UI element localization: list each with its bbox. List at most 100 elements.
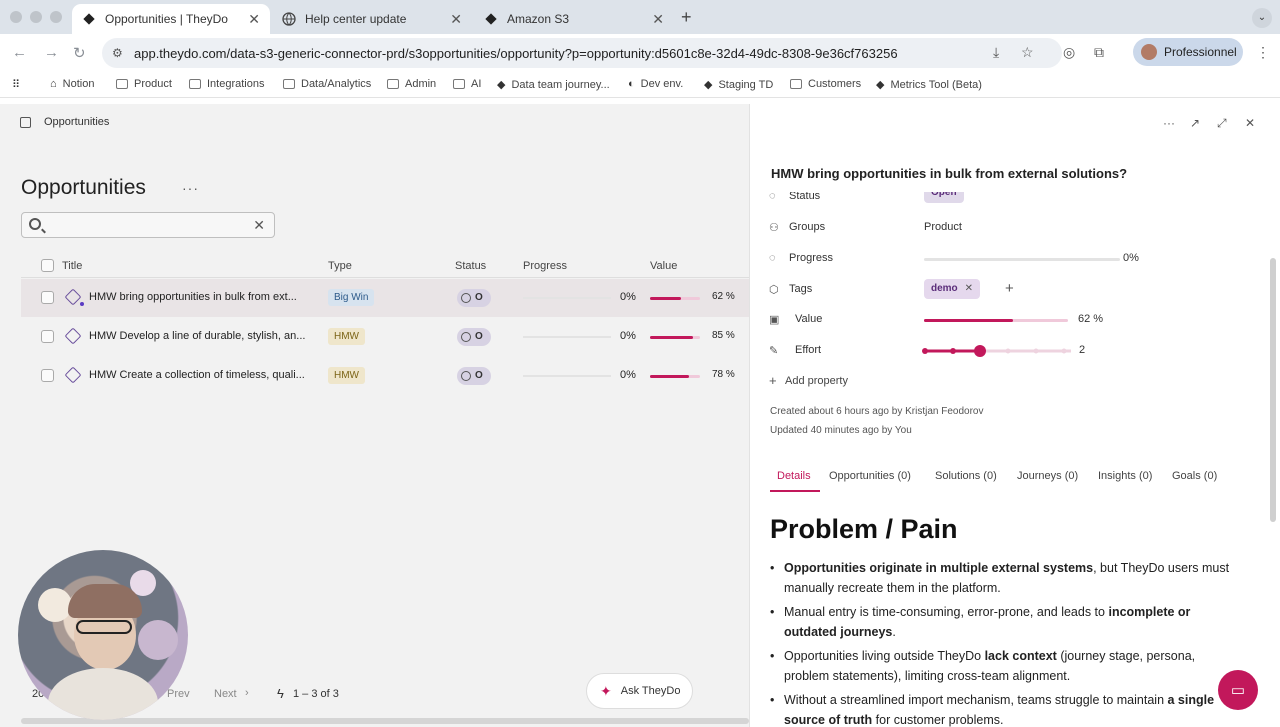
column-value[interactable]: Value (650, 260, 678, 272)
search-input[interactable] (50, 216, 250, 234)
install-app-icon[interactable]: ⤓ (993, 44, 1000, 60)
star-icon[interactable]: ☆ (1021, 44, 1034, 60)
back-arrow-icon[interactable]: ← (12, 44, 27, 61)
close-window-button[interactable] (10, 11, 22, 23)
bookmark-product[interactable]: Product (116, 78, 172, 90)
opportunity-icon (64, 327, 82, 345)
puzzle-icon[interactable]: ⧉ (1094, 44, 1104, 60)
status-property[interactable]: ◌ Status Open (769, 192, 1259, 206)
groups-value[interactable]: Product (924, 221, 962, 233)
profile-button[interactable]: Professionnel (1133, 38, 1243, 66)
add-tag-button[interactable]: + (1005, 280, 1014, 297)
browser-tab[interactable]: Amazon S3 ✕ (474, 4, 674, 34)
progress-value: 0% (620, 291, 636, 303)
progress-property[interactable]: ◌ Progress 0% (769, 252, 1139, 264)
new-tab-button[interactable]: + (681, 7, 692, 27)
next-button[interactable]: Next (214, 688, 237, 700)
row-checkbox[interactable] (41, 369, 54, 382)
bookmark-metrics-tool[interactable]: ◆ Metrics Tool (Beta) (876, 78, 982, 92)
reload-icon[interactable]: ↻ (73, 45, 86, 62)
share-icon[interactable]: ↗ (1190, 116, 1201, 130)
ask-theydo-button[interactable]: ✦ Ask TheyDo (586, 673, 693, 709)
maximize-window-button[interactable] (50, 11, 62, 23)
bookmark-notion[interactable]: ⌂ Notion (50, 78, 95, 90)
table-row[interactable]: HMW Create a collection of timeless, qua… (21, 357, 749, 395)
site-settings-icon[interactable]: ⚙ (112, 46, 123, 60)
minimize-window-button[interactable] (30, 11, 42, 23)
column-type[interactable]: Type (328, 260, 352, 272)
vertical-scrollbar[interactable] (1270, 258, 1276, 522)
close-icon[interactable]: ✕ (652, 10, 664, 27)
forward-arrow-icon[interactable]: → (44, 44, 59, 61)
more-options-icon[interactable]: ··· (1163, 116, 1175, 130)
breadcrumb-label[interactable]: Opportunities (44, 116, 110, 128)
apps-icon[interactable]: ⠿ (12, 79, 21, 91)
close-icon[interactable]: ✕ (450, 10, 462, 27)
groups-property[interactable]: ⚇ Groups Product (769, 221, 962, 234)
bookmark-data-analytics[interactable]: Data/Analytics (283, 78, 371, 90)
column-title[interactable]: Title (62, 260, 83, 272)
bookmark-data-team-journey[interactable]: ◆ Data team journey... (497, 78, 610, 92)
chevron-down-icon[interactable]: ⌄ (1252, 8, 1272, 28)
sidebar-toggle-icon[interactable] (20, 116, 31, 128)
column-status[interactable]: Status (455, 260, 487, 272)
value-slider[interactable] (924, 319, 1068, 322)
status-badge[interactable]: O (457, 289, 491, 307)
tags-property[interactable]: ⬡ Tags demo ✕ + (769, 279, 1014, 299)
row-checkbox[interactable] (41, 330, 54, 343)
table-row[interactable]: HMW Develop a line of durable, stylish, … (21, 318, 749, 356)
status-badge[interactable]: O (457, 328, 491, 346)
status-badge[interactable]: O (457, 367, 491, 385)
created-info: Created about 6 hours ago by Kristjan Fe… (770, 406, 984, 417)
tab-opportunities[interactable]: Opportunities (0) (829, 470, 911, 482)
tab-goals[interactable]: Goals (0) (1172, 470, 1218, 482)
status-circle-icon (461, 371, 471, 381)
opportunity-title[interactable]: HMW bring opportunities in bulk from ext… (771, 166, 1128, 181)
address-bar[interactable]: ⚙ app.theydo.com/data-s3-generic-connect… (102, 38, 1062, 68)
row-title[interactable]: HMW Develop a line of durable, stylish, … (89, 330, 306, 342)
status-badge[interactable]: Open (924, 192, 964, 203)
section-heading: Problem / Pain (770, 514, 958, 544)
bookmark-integrations[interactable]: Integrations (189, 78, 264, 90)
tab-details[interactable]: Details (777, 470, 811, 482)
row-checkbox[interactable] (41, 291, 54, 304)
tab-solutions[interactable]: Solutions (0) (935, 470, 997, 482)
bookmark-admin[interactable]: Admin (387, 78, 436, 90)
bookmark-ai[interactable]: AI (453, 78, 481, 90)
effort-value: 2 (1079, 344, 1086, 356)
tab-journeys[interactable]: Journeys (0) (1017, 470, 1079, 482)
table-row[interactable]: HMW bring opportunities in bulk from ext… (21, 279, 749, 317)
problem-list: Opportunities originate in multiple exte… (770, 558, 1230, 727)
bookmark-dev-env[interactable]: ◐ Dev env. (628, 78, 684, 90)
tab-insights[interactable]: Insights (0) (1098, 470, 1153, 482)
extension-icon[interactable]: ◎ (1063, 44, 1076, 60)
url-text[interactable]: app.theydo.com/data-s3-generic-connector… (134, 45, 898, 61)
bookmark-customers[interactable]: Customers (790, 78, 861, 90)
close-icon[interactable]: ✕ (248, 10, 260, 27)
chat-icon[interactable]: ▭ (1218, 670, 1258, 710)
chevron-right-icon[interactable]: › (245, 687, 249, 699)
browser-tab-active[interactable]: Opportunities | TheyDo ✕ (72, 4, 270, 34)
column-progress[interactable]: Progress (523, 260, 568, 272)
bookmark-staging-td[interactable]: ◆ Staging TD (704, 78, 774, 92)
expand-icon[interactable]: ⤢ (1217, 116, 1227, 130)
close-icon[interactable]: ✕ (1245, 116, 1256, 130)
list-item: Opportunities living outside TheyDo lack… (770, 646, 1230, 686)
kebab-menu-icon[interactable]: ⋮ (1256, 44, 1270, 60)
effort-slider[interactable] (921, 342, 1076, 360)
horizontal-scrollbar[interactable] (21, 718, 749, 724)
remove-tag-icon[interactable]: ✕ (964, 283, 974, 294)
row-title[interactable]: HMW bring opportunities in bulk from ext… (89, 291, 297, 303)
row-title[interactable]: HMW Create a collection of timeless, qua… (89, 369, 305, 381)
tag-chip[interactable]: demo ✕ (924, 279, 981, 299)
prev-button[interactable]: Prev (167, 688, 190, 700)
clear-icon[interactable]: ✕ (253, 217, 265, 233)
effort-property[interactable]: ✎ Effort 2 (769, 339, 1259, 363)
select-all-checkbox[interactable] (41, 259, 54, 272)
home-icon: ⌂ (50, 78, 57, 90)
value-property[interactable]: ▣ Value 62 % (769, 313, 1104, 326)
more-options-icon[interactable]: ··· (182, 180, 199, 196)
folder-icon (387, 79, 399, 89)
browser-tab[interactable]: Help center update ✕ (272, 4, 472, 34)
add-property-button[interactable]: + Add property (769, 373, 848, 388)
